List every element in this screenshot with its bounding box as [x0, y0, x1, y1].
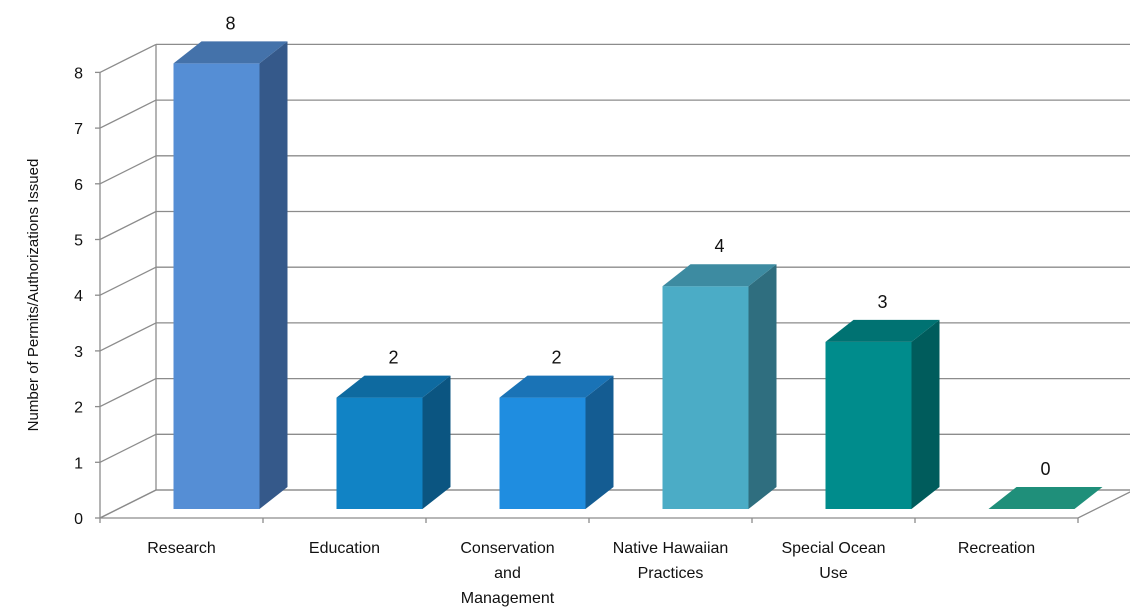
y-tick-label: 2: [74, 400, 83, 417]
data-label: 0: [1040, 459, 1050, 479]
bar-top: [662, 264, 777, 287]
bar-front: [825, 341, 912, 509]
bar-side: [259, 41, 288, 510]
bar-top: [336, 375, 451, 398]
data-label: 8: [225, 13, 235, 33]
x-category-label: Recreation: [958, 540, 1035, 557]
gridline-side: [99, 155, 157, 185]
y-tick-label: 1: [74, 455, 83, 472]
data-label: 2: [551, 348, 561, 368]
bar-side: [585, 375, 614, 509]
bar-side: [748, 264, 777, 509]
bar-side: [422, 375, 451, 509]
bar-front: [336, 397, 423, 509]
gridline-side: [99, 322, 157, 352]
bar-top: [499, 375, 614, 398]
x-category-label: and: [494, 565, 521, 582]
x-category-label: Management: [461, 590, 555, 607]
x-category-label: Research: [147, 540, 215, 557]
data-label: 3: [877, 292, 887, 312]
x-category-label: Education: [309, 540, 380, 557]
y-tick-label: 6: [74, 177, 83, 194]
bar: [499, 375, 614, 509]
y-tick-label: 3: [74, 344, 83, 361]
y-tick-label: 5: [74, 233, 83, 250]
gridline-side: [99, 433, 157, 463]
y-axis-title: Number of Permits/Authorizations Issued: [25, 159, 42, 432]
x-category-label: Practices: [638, 565, 704, 582]
bar: [988, 487, 1103, 509]
bar-top: [988, 487, 1103, 509]
gridline-side: [99, 210, 157, 241]
gridline-side: [99, 266, 157, 296]
y-tick-label: 0: [74, 511, 83, 528]
bar: [336, 375, 451, 509]
gridline-side: [99, 43, 157, 73]
bar: [825, 319, 940, 509]
gridline-side: [99, 99, 157, 129]
bar-front: [499, 397, 586, 509]
bars: [173, 41, 1103, 510]
bar-side: [911, 319, 940, 509]
axes: [95, 71, 1079, 523]
labels: 0 1 2 3 4 5 6 7 8 8 Research 2 Education 2 Conservatio…: [74, 13, 1050, 607]
x-category-label: Conservation: [460, 540, 554, 557]
gridline-side: [99, 378, 157, 408]
x-category-label: Special Ocean: [781, 540, 885, 557]
bar-front: [173, 63, 260, 510]
y-tick-label: 8: [74, 65, 83, 82]
bar-front: [662, 286, 749, 509]
data-label: 2: [388, 348, 398, 368]
y-tick-label: 7: [74, 121, 83, 138]
x-category-label: Use: [819, 565, 848, 582]
gridlines: [99, 43, 1130, 519]
y-tick-label: 4: [74, 288, 83, 305]
bar: [173, 41, 288, 510]
bar-top: [825, 319, 940, 342]
data-label: 4: [714, 236, 724, 256]
x-category-label: Native Hawaiian: [613, 540, 729, 557]
bar: [662, 264, 777, 509]
bar-top: [173, 41, 288, 64]
